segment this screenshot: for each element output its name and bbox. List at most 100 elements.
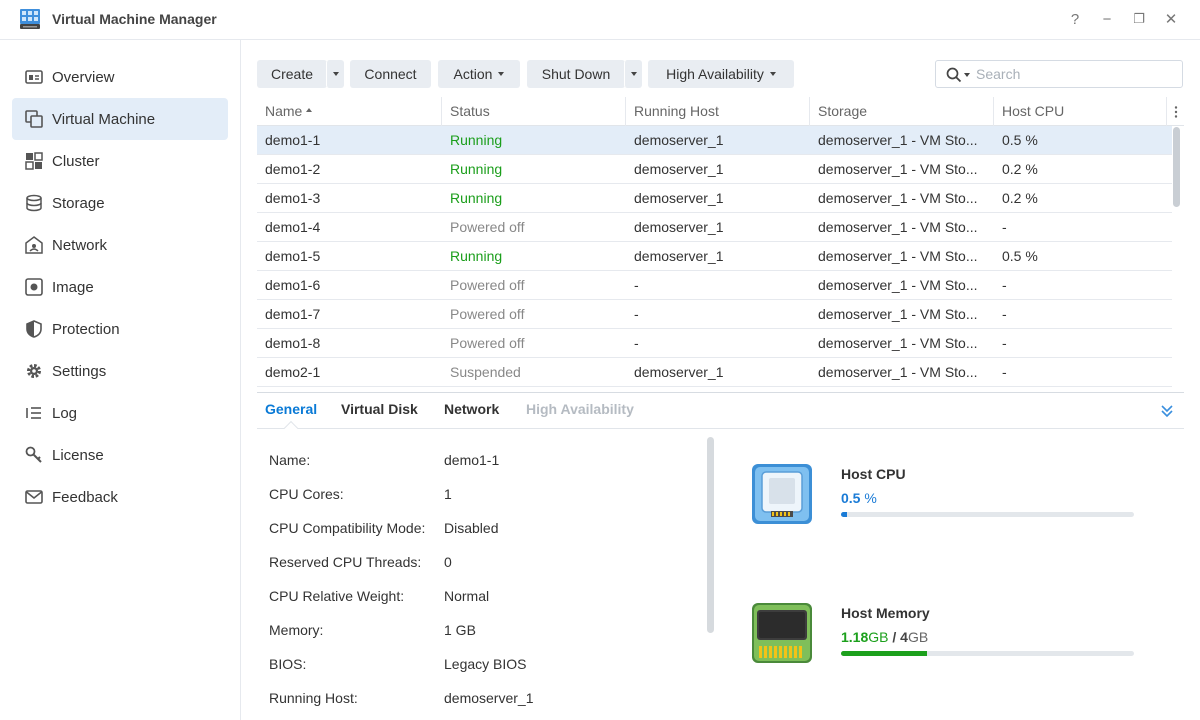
cell-storage: demoserver_1 - VM Sto... (818, 306, 978, 322)
property-value: demoserver_1 (444, 690, 534, 706)
chevron-down-icon (332, 72, 339, 76)
table-row[interactable]: demo1-1 Running demoserver_1 demoserver_1 -… (257, 126, 1172, 155)
tab-bar-divider (257, 428, 1184, 429)
property-label: Memory: (269, 622, 324, 638)
cell-status: Suspended (450, 364, 521, 380)
license-icon (24, 445, 44, 465)
property-value: Legacy BIOS (444, 656, 527, 672)
sidebar-item-storage[interactable]: Storage (12, 182, 228, 224)
table-row[interactable]: demo1-3 Running demoserver_1 demoserver_1 -… (257, 184, 1172, 213)
create-dropdown-button[interactable] (326, 60, 344, 88)
tab-network[interactable]: Network (444, 401, 500, 417)
cell-running-host: demoserver_1 (634, 132, 724, 148)
cell-storage: demoserver_1 - VM Sto... (818, 219, 978, 235)
table-row[interactable]: demo1-7 Powered off - demoserver_1 - VM Sto… (257, 300, 1172, 329)
minimize-button[interactable]: − (1102, 10, 1112, 28)
cell-host-cpu: - (1002, 306, 1007, 322)
tab-general[interactable]: General (265, 401, 318, 417)
overview-icon (24, 67, 44, 87)
host-memory-title: Host Memory (841, 605, 930, 621)
cell-storage: demoserver_1 - VM Sto... (818, 132, 978, 148)
search-input[interactable] (974, 64, 1174, 84)
host-cpu-bar-fill (841, 512, 847, 517)
high-availability-button-label: High Availability (666, 66, 764, 82)
cell-name: demo1-4 (265, 219, 321, 235)
search-icon (946, 67, 962, 83)
host-cpu-value: 0.5 % (841, 490, 877, 506)
help-button[interactable]: ? (1070, 10, 1080, 28)
cell-name: demo1-2 (265, 161, 321, 177)
create-button[interactable]: Create (257, 60, 327, 88)
sidebar-item-overview[interactable]: Overview (12, 56, 228, 98)
table-row[interactable]: demo1-6 Powered off - demoserver_1 - VM Sto… (257, 271, 1172, 300)
cell-host-cpu: 0.2 % (1002, 161, 1038, 177)
table-row[interactable]: demo1-8 Powered off - demoserver_1 - VM Sto… (257, 329, 1172, 358)
column-header-status[interactable]: Status (442, 97, 626, 126)
sidebar-item-cluster[interactable]: Cluster (12, 140, 228, 182)
sidebar-item-log[interactable]: Log (12, 392, 228, 434)
property-label: CPU Cores: (269, 486, 344, 502)
sidebar-item-settings[interactable]: Settings (12, 350, 228, 392)
properties-scrollbar[interactable] (707, 437, 714, 633)
cell-host-cpu: 0.2 % (1002, 190, 1038, 206)
tab-high-availability: High Availability (526, 401, 634, 417)
sidebar-item-label: Log (52, 404, 78, 422)
property-label: BIOS: (269, 656, 307, 672)
property-label: Name: (269, 452, 311, 468)
storage-icon (24, 193, 44, 213)
connect-button[interactable]: Connect (350, 60, 431, 88)
close-button[interactable]: ✕ (1164, 11, 1178, 28)
cell-storage: demoserver_1 - VM Sto... (818, 335, 978, 351)
host-memory-bar (841, 651, 1134, 656)
cell-running-host: demoserver_1 (634, 364, 724, 380)
sidebar-item-image[interactable]: Image (12, 266, 228, 308)
sidebar-item-protection[interactable]: Protection (12, 308, 228, 350)
cell-status: Powered off (450, 219, 525, 235)
table-row[interactable]: demo2-1 Suspended demoserver_1 demoserver_1… (257, 358, 1172, 387)
cell-host-cpu: 0.5 % (1002, 248, 1038, 264)
chevron-down-icon[interactable] (964, 73, 970, 77)
collapse-panel-icon[interactable] (1159, 403, 1175, 419)
table-row[interactable]: demo1-2 Running demoserver_1 demoserver_1 -… (257, 155, 1172, 184)
shut-down-dropdown-button[interactable] (624, 60, 642, 88)
memory-used-unit: GB (868, 629, 889, 645)
sidebar-item-virtual-machine[interactable]: Virtual Machine (12, 98, 228, 140)
active-tab-indicator (283, 420, 299, 436)
column-header-storage[interactable]: Storage (810, 97, 994, 126)
cell-host-cpu: - (1002, 277, 1007, 293)
property-label: CPU Compatibility Mode: (269, 520, 426, 536)
column-header-label: Name (265, 103, 303, 119)
property-value: 1 GB (444, 622, 476, 638)
table-scrollbar[interactable] (1173, 127, 1180, 207)
cell-storage: demoserver_1 - VM Sto... (818, 277, 978, 293)
host-memory-value: 1.18GB / 4GB (841, 629, 928, 645)
panel-divider[interactable] (257, 392, 1184, 393)
chevron-down-icon (498, 72, 505, 76)
sidebar-item-network[interactable]: Network (12, 224, 228, 266)
property-label: Running Host: (269, 690, 358, 706)
cell-storage: demoserver_1 - VM Sto... (818, 161, 978, 177)
shut-down-button[interactable]: Shut Down (527, 60, 625, 88)
sidebar-item-license[interactable]: License (12, 434, 228, 476)
cpu-chip-icon (752, 464, 812, 524)
column-header-name[interactable]: Name (257, 97, 442, 126)
table-row[interactable]: demo1-4 Powered off demoserver_1 demoserver… (257, 213, 1172, 242)
sidebar-item-feedback[interactable]: Feedback (12, 476, 228, 518)
memory-chip-icon (752, 603, 812, 663)
high-availability-button[interactable]: High Availability (648, 60, 794, 88)
cell-name: demo1-8 (265, 335, 321, 351)
search-box[interactable] (935, 60, 1183, 88)
action-button[interactable]: Action (438, 60, 520, 88)
column-menu-icon[interactable] (1169, 105, 1183, 119)
sidebar-item-label: Protection (52, 320, 120, 338)
action-button-label: Action (453, 66, 493, 82)
sidebar-item-label: Storage (52, 194, 105, 212)
table-row[interactable]: demo1-5 Running demoserver_1 demoserver_1 -… (257, 242, 1172, 271)
network-icon (24, 235, 44, 255)
tab-virtual-disk[interactable]: Virtual Disk (341, 401, 418, 417)
restore-button[interactable]: ❐ (1133, 11, 1145, 26)
cell-status: Powered off (450, 335, 525, 351)
column-header-running-host[interactable]: Running Host (626, 97, 810, 126)
column-header-host-cpu[interactable]: Host CPU (994, 97, 1167, 126)
virtual-machine-icon (24, 109, 44, 129)
